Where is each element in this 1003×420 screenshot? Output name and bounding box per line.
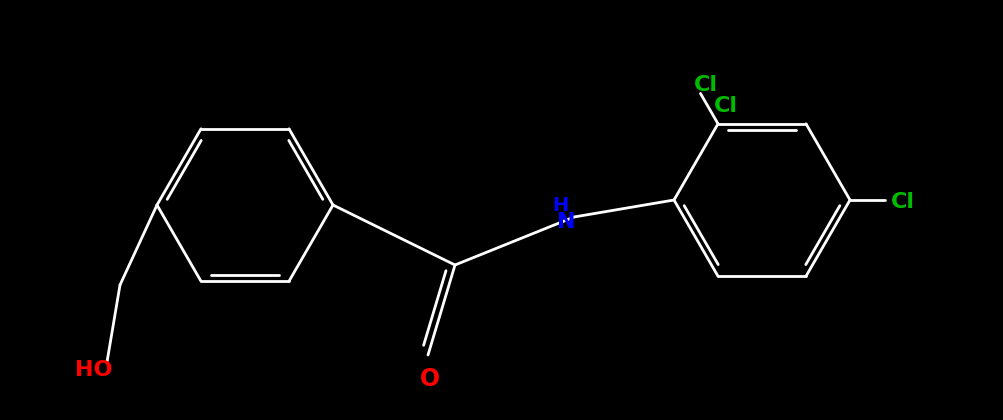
Text: O: O (419, 367, 439, 391)
Text: Cl: Cl (713, 96, 737, 116)
Text: Cl: Cl (693, 76, 717, 95)
Text: H: H (552, 195, 568, 215)
Text: N: N (557, 212, 575, 232)
Text: HO: HO (75, 360, 112, 380)
Text: Cl: Cl (890, 192, 914, 212)
